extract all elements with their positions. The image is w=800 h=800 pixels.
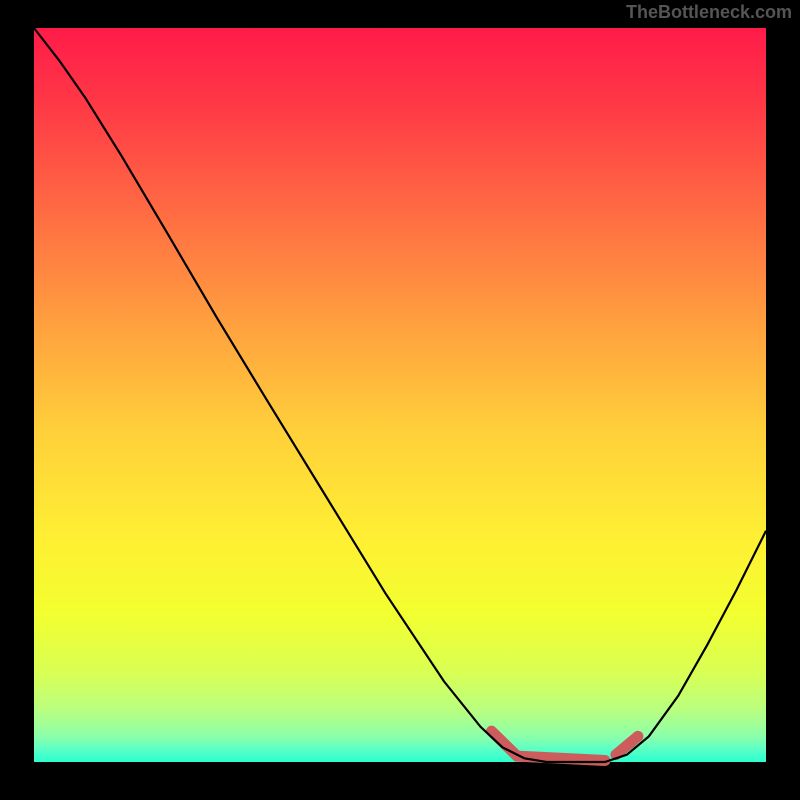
watermark-text: TheBottleneck.com: [626, 2, 792, 23]
chart-container: TheBottleneck.com: [0, 0, 800, 800]
plot-background: [34, 28, 766, 762]
chart-svg: [0, 0, 800, 800]
